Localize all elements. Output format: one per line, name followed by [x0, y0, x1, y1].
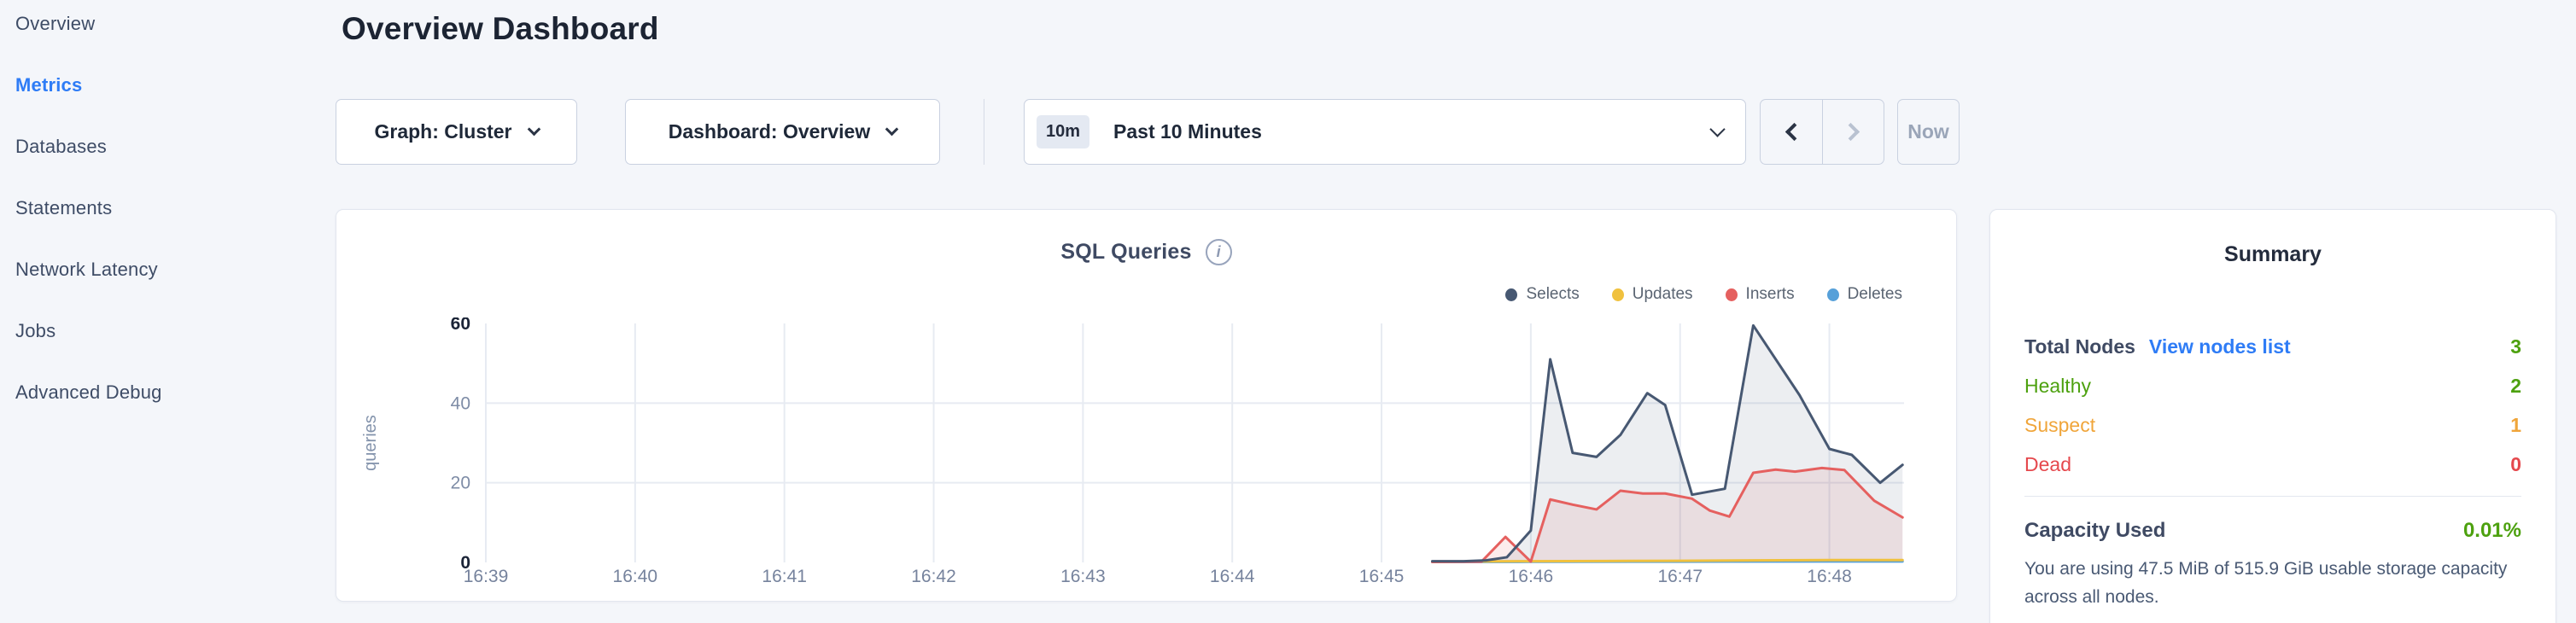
summary-row-value: 3: [2510, 335, 2521, 358]
legend-label: Selects: [1526, 285, 1580, 303]
summary-row-label: Healthy: [2024, 375, 2091, 397]
svg-text:queries: queries: [361, 415, 380, 471]
summary-row-suspect: Suspect 1: [2024, 412, 2521, 438]
sidebar-item-advanced-debug[interactable]: Advanced Debug: [15, 381, 162, 403]
sidebar-item-databases[interactable]: Databases: [15, 136, 107, 157]
sidebar-item-jobs[interactable]: Jobs: [15, 320, 56, 341]
controls-bar: Graph: Cluster Dashboard: Overview 10m P…: [336, 99, 2576, 165]
legend-label: Deletes: [1847, 285, 1902, 303]
main-content: Overview Dashboard Graph: Cluster Dashbo…: [336, 0, 2576, 623]
svg-text:16:44: 16:44: [1210, 567, 1255, 586]
summary-row-healthy: Healthy 2: [2024, 373, 2521, 399]
legend-item-deletes[interactable]: Deletes: [1826, 285, 1902, 304]
sidebar-item-overview[interactable]: Overview: [15, 13, 96, 34]
svg-text:16:46: 16:46: [1509, 567, 1554, 586]
chevron-down-icon: [1709, 121, 1726, 137]
legend-dot-inserts: [1725, 288, 1738, 301]
chevron-right-icon: [1841, 122, 1860, 142]
svg-text:16:47: 16:47: [1657, 567, 1703, 586]
chevron-down-icon: [885, 122, 899, 137]
svg-text:16:43: 16:43: [1060, 567, 1106, 586]
summary-divider: [2024, 496, 2521, 497]
legend-dot-selects: [1505, 288, 1518, 301]
summary-rows: Total Nodes View nodes list 3 Healthy 2 Suspe…: [2024, 334, 2521, 477]
summary-title: Summary: [2224, 242, 2322, 266]
now-button[interactable]: Now: [1897, 99, 1960, 165]
legend-dot-deletes: [1826, 288, 1839, 301]
info-icon[interactable]: i: [1205, 239, 1232, 265]
chart-legend: Selects Updates Inserts Deletes: [1505, 285, 1902, 304]
legend-item-inserts[interactable]: Inserts: [1725, 285, 1795, 304]
capacity-used-value: 0.01%: [2462, 519, 2521, 542]
svg-text:16:39: 16:39: [464, 567, 509, 586]
summary-row-value: 1: [2510, 414, 2521, 436]
graph-scope-dropdown[interactable]: Graph: Cluster: [336, 99, 577, 165]
summary-row-dead: Dead 0: [2024, 451, 2521, 477]
svg-text:40: 40: [451, 393, 470, 413]
sql-queries-chart-card: SQL Queries i Selects Updates Inserts Delet…: [336, 209, 1957, 602]
time-back-button[interactable]: [1761, 100, 1822, 164]
legend-dot-updates: [1611, 288, 1624, 301]
svg-text:16:42: 16:42: [911, 567, 956, 586]
svg-text:0: 0: [460, 553, 470, 573]
time-range-label: Past 10 Minutes: [1113, 120, 1262, 143]
summary-row-total-nodes: Total Nodes View nodes list 3: [2024, 334, 2521, 359]
svg-text:16:40: 16:40: [613, 567, 658, 586]
dashboard-cards: SQL Queries i Selects Updates Inserts Delet…: [336, 209, 2576, 623]
capacity-description: You are using 47.5 MiB of 515.9 GiB usab…: [2024, 559, 2508, 607]
chart-header: SQL Queries i: [336, 239, 1956, 265]
dashboard-dropdown-label: Dashboard: Overview: [668, 120, 871, 143]
svg-text:60: 60: [451, 317, 470, 334]
svg-text:20: 20: [451, 474, 470, 493]
time-pager: [1760, 99, 1884, 165]
legend-label: Updates: [1632, 285, 1693, 303]
dashboard-dropdown[interactable]: Dashboard: Overview: [625, 99, 940, 165]
sidebar: Overview Metrics Databases Statements Networ…: [0, 0, 336, 623]
svg-text:16:45: 16:45: [1359, 567, 1405, 586]
chevron-left-icon: [1785, 122, 1803, 142]
summary-row-value: 2: [2510, 375, 2521, 397]
time-forward-button[interactable]: [1822, 100, 1884, 164]
summary-row-label: Suspect: [2024, 414, 2096, 436]
time-range-dropdown[interactable]: 10m Past 10 Minutes: [1024, 99, 1746, 165]
view-nodes-list-link[interactable]: View nodes list: [2148, 335, 2291, 358]
legend-item-updates[interactable]: Updates: [1611, 285, 1693, 304]
time-range-badge: 10m: [1037, 115, 1090, 148]
sql-queries-chart: 0 20 40 60 16:39 16:40 16:41 16:42 16:43 16:44 16:…: [361, 317, 1904, 586]
sidebar-item-metrics[interactable]: Metrics: [15, 74, 83, 96]
summary-panel: Summary Total Nodes View nodes list 3 Healt…: [1989, 209, 2556, 623]
svg-text:16:41: 16:41: [762, 567, 807, 586]
capacity-used-row: Capacity Used 0.01%: [2024, 519, 2521, 543]
page-title: Overview Dashboard: [342, 11, 659, 46]
legend-label: Inserts: [1745, 285, 1795, 303]
capacity-used-label: Capacity Used: [2024, 519, 2166, 542]
sidebar-item-statements[interactable]: Statements: [15, 197, 113, 218]
graph-scope-dropdown-label: Graph: Cluster: [374, 120, 512, 143]
chart-title: SQL Queries: [1060, 240, 1192, 264]
legend-item-selects[interactable]: Selects: [1505, 285, 1580, 304]
sidebar-nav-list: Overview Metrics Databases Statements Networ…: [15, 13, 336, 404]
sidebar-item-network-latency[interactable]: Network Latency: [15, 259, 158, 280]
svg-text:16:48: 16:48: [1807, 567, 1852, 586]
summary-row-label: Total Nodes: [2024, 335, 2135, 358]
summary-row-value: 0: [2510, 453, 2521, 475]
summary-row-label: Dead: [2024, 453, 2071, 475]
chevron-down-icon: [527, 122, 540, 137]
